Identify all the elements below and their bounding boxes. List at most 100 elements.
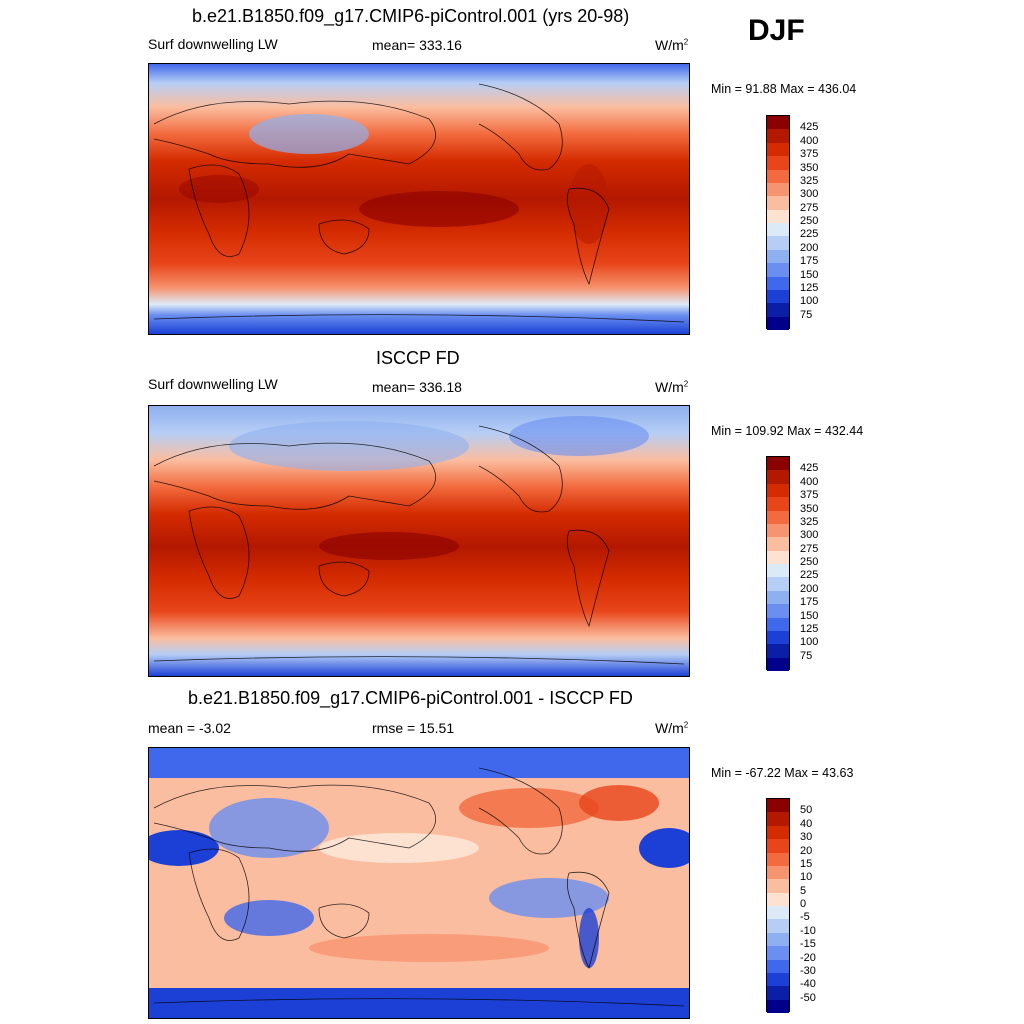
colorbar-label: 350 (800, 161, 819, 174)
colorbar-swatch (767, 236, 789, 250)
colorbar-label: 275 (800, 201, 819, 214)
colorbar-swatch (767, 116, 789, 130)
panel2-map (148, 405, 690, 677)
panel1-colorbar (766, 115, 790, 330)
panel1-map-field (149, 64, 689, 334)
colorbar-swatch (767, 630, 789, 645)
colorbar-label: -10 (800, 924, 816, 937)
colorbar-swatch (767, 182, 789, 197)
colorbar-swatch (767, 972, 789, 987)
panel2-minmax: Min = 109.92 Max = 432.44 (711, 424, 864, 438)
colorbar-swatch (767, 919, 789, 933)
panel1-units: W/m2 (655, 37, 689, 53)
colorbar-label: -30 (800, 964, 816, 977)
colorbar-label: 10 (800, 871, 813, 884)
panel2-variable: Surf downwelling LW (148, 376, 278, 392)
panel1-mean: mean= 333.16 (372, 37, 462, 53)
colorbar-label: -50 (800, 991, 816, 1004)
colorbar-swatch (767, 129, 789, 143)
colorbar-label: 250 (800, 556, 819, 568)
colorbar-swatch (767, 999, 789, 1013)
colorbar-label: 400 (800, 475, 819, 488)
colorbar-label: 200 (800, 582, 819, 595)
colorbar-label: 100 (800, 636, 819, 649)
colorbar-label: 400 (800, 134, 819, 147)
colorbar-swatch (767, 457, 789, 471)
colorbar-label: 30 (800, 831, 813, 844)
panel1-title: b.e21.B1850.f09_g17.CMIP6-piControl.001 … (192, 6, 630, 26)
panel3-units: W/m2 (655, 720, 689, 736)
colorbar-swatch (767, 799, 789, 813)
colorbar-swatch (767, 839, 789, 853)
colorbar-swatch (767, 604, 789, 618)
panel2-title: ISCCP FD (376, 348, 460, 368)
colorbar-swatch (767, 510, 789, 524)
colorbar-label: -5 (800, 911, 810, 924)
panel1-variable: Surf downwelling LW (148, 36, 278, 52)
colorbar-label: 225 (800, 228, 819, 241)
colorbar-swatch (767, 483, 789, 498)
colorbar-swatch (767, 852, 789, 866)
colorbar-swatch (767, 276, 789, 290)
colorbar-swatch (767, 169, 789, 183)
colorbar-swatch (767, 196, 789, 210)
colorbar-swatch (767, 906, 789, 920)
colorbar-label: 125 (800, 622, 819, 635)
colorbar-swatch (767, 986, 789, 1000)
colorbar-label: -20 (800, 951, 816, 964)
colorbar-label: -15 (800, 938, 816, 951)
colorbar-label: 325 (800, 515, 819, 528)
colorbar-label: 225 (800, 569, 819, 582)
colorbar-label: 300 (800, 188, 819, 201)
panel3-map-field (149, 748, 689, 1018)
colorbar-swatch (767, 564, 789, 578)
colorbar-label: 375 (800, 148, 819, 161)
colorbar-swatch (767, 263, 789, 277)
panel2-mean: mean= 336.18 (372, 379, 462, 395)
colorbar-label: 375 (800, 489, 819, 502)
colorbar-swatch (767, 577, 789, 591)
panel2-units: W/m2 (655, 379, 689, 395)
panel2-colorbar (766, 456, 790, 671)
colorbar-label: 15 (800, 857, 813, 870)
colorbar-label: 150 (800, 268, 819, 281)
colorbar-swatch (767, 892, 789, 906)
colorbar-swatch (767, 825, 789, 840)
colorbar-swatch (767, 617, 789, 631)
panel1-minmax: Min = 91.88 Max = 436.04 (711, 82, 857, 96)
colorbar-label: 100 (800, 295, 819, 308)
colorbar-swatch (767, 523, 789, 538)
colorbar-swatch (767, 657, 789, 671)
colorbar-swatch (767, 537, 789, 551)
panel3-colorbar (766, 798, 790, 1013)
colorbar-label: 300 (800, 529, 819, 542)
colorbar-label: 40 (800, 817, 813, 830)
colorbar-label: 350 (800, 502, 819, 515)
colorbar-swatch (767, 209, 789, 223)
panel3-title: b.e21.B1850.f09_g17.CMIP6-piControl.001 … (188, 688, 633, 708)
panel3-rmse: rmse = 15.51 (372, 720, 455, 736)
colorbar-label: 425 (800, 121, 819, 134)
colorbar-swatch (767, 644, 789, 658)
panel1-map (148, 63, 690, 335)
colorbar-label: 275 (800, 542, 819, 555)
colorbar-swatch (767, 470, 789, 484)
colorbar-label: 150 (800, 609, 819, 622)
colorbar-swatch (767, 959, 789, 973)
colorbar-swatch (767, 497, 789, 511)
colorbar-swatch (767, 865, 789, 880)
colorbar-swatch (767, 249, 789, 264)
colorbar-swatch (767, 932, 789, 947)
colorbar-swatch (767, 142, 789, 157)
colorbar-label: 75 (800, 649, 813, 662)
panel2-map-field (149, 406, 689, 676)
colorbar-swatch (767, 156, 789, 170)
colorbar-label: 50 (800, 804, 813, 817)
colorbar-swatch (767, 223, 789, 237)
panel3-minmax: Min = -67.22 Max = 43.63 (711, 766, 854, 780)
colorbar-label: 250 (800, 215, 819, 227)
colorbar-label: 125 (800, 281, 819, 294)
colorbar-swatch (767, 550, 789, 564)
colorbar-label: 5 (800, 884, 807, 897)
colorbar-label: 75 (800, 308, 813, 321)
